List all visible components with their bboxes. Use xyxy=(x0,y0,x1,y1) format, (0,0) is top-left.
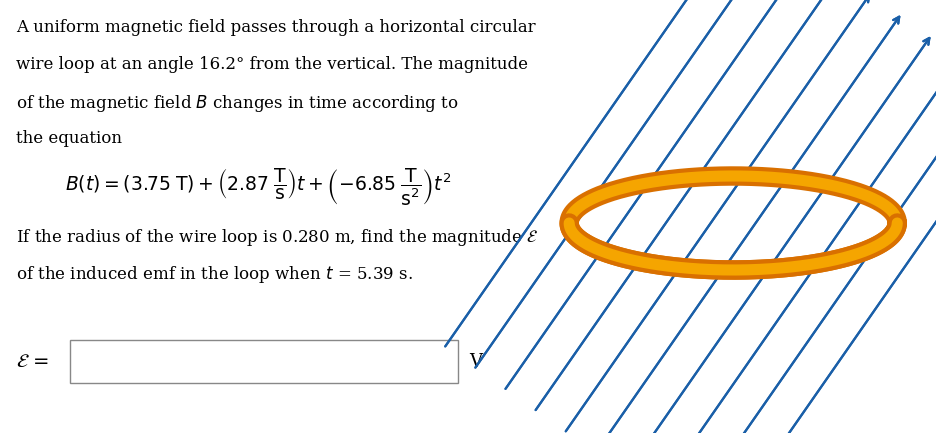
Text: $\mathcal{E}$ =: $\mathcal{E}$ = xyxy=(16,352,50,371)
Text: V: V xyxy=(468,352,481,371)
Text: $B(t) = (3.75\;\mathrm{T}) + \left(2.87\;\dfrac{\mathrm{T}}{\mathrm{s}}\right)t : $B(t) = (3.75\;\mathrm{T}) + \left(2.87\… xyxy=(65,167,450,208)
Text: A uniform magnetic field passes through a horizontal circular: A uniform magnetic field passes through … xyxy=(16,19,535,36)
Text: the equation: the equation xyxy=(16,130,122,147)
Text: of the induced emf in the loop when $t$ = 5.39 s.: of the induced emf in the loop when $t$ … xyxy=(16,264,413,285)
FancyBboxPatch shape xyxy=(70,340,458,383)
Text: of the magnetic field $B$ changes in time according to: of the magnetic field $B$ changes in tim… xyxy=(16,93,459,114)
Text: If the radius of the wire loop is 0.280 m, find the magnitude $\mathcal{E}$: If the radius of the wire loop is 0.280 … xyxy=(16,227,538,248)
Text: wire loop at an angle 16.2° from the vertical. The magnitude: wire loop at an angle 16.2° from the ver… xyxy=(16,56,528,73)
